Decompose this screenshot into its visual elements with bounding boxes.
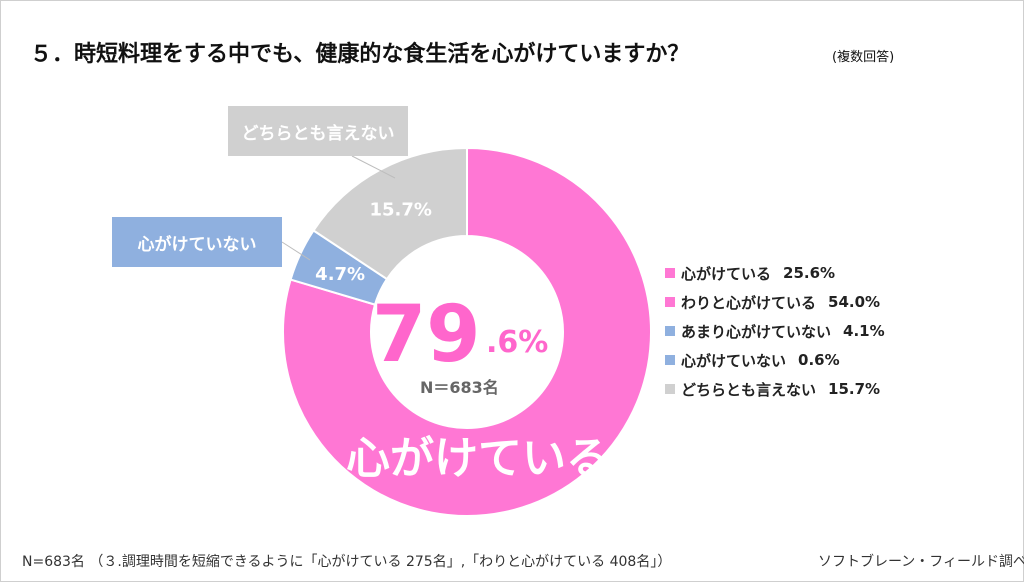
legend-label: あまり心がけていない bbox=[681, 322, 832, 341]
callout-neither: どちらとも言えない bbox=[228, 106, 408, 156]
legend-label: 心がけている bbox=[681, 264, 772, 283]
slice-value-label: 15.7% bbox=[369, 200, 431, 221]
center-sample-size: N＝683名 bbox=[420, 378, 499, 397]
footer-source: ソフトブレーン・フィールド調べ bbox=[818, 554, 1024, 570]
center-percent-decimal: .6% bbox=[486, 325, 549, 360]
center-percent-integer: 79 bbox=[372, 290, 481, 380]
callout-not: 心がけていない bbox=[112, 217, 282, 267]
chart-title: ５．時短料理をする中でも、健康的な食生活を心がけていますか？ bbox=[30, 42, 690, 67]
legend-label: どちらとも言えない bbox=[681, 380, 817, 399]
multiple-answer-note: (複数回答) bbox=[832, 50, 895, 65]
legend-item: どちらとも言えない 15.7% bbox=[665, 378, 885, 400]
legend-value: 0.6% bbox=[798, 351, 840, 369]
legend-value: 25.6% bbox=[783, 264, 836, 282]
legend-label: わりと心がけている bbox=[681, 293, 817, 312]
donut-slice bbox=[282, 146, 652, 517]
legend-swatch bbox=[665, 268, 675, 278]
legend: 心がけている 25.6% わりと心がけている 54.0% あまり心がけていない … bbox=[665, 262, 885, 407]
slice-value-label: 4.7% bbox=[315, 264, 365, 285]
callout-leader-line bbox=[281, 241, 311, 261]
legend-item: 心がけている 25.6% bbox=[665, 262, 885, 284]
callout-leader-line bbox=[351, 155, 396, 179]
legend-value: 54.0% bbox=[828, 293, 881, 311]
legend-swatch bbox=[665, 355, 675, 365]
legend-item: わりと心がけている 54.0% bbox=[665, 291, 885, 313]
legend-swatch bbox=[665, 297, 675, 307]
legend-swatch bbox=[665, 326, 675, 336]
legend-value: 4.1% bbox=[843, 322, 885, 340]
legend-item: 心がけていない 0.6% bbox=[665, 349, 885, 371]
legend-item: あまり心がけていない 4.1% bbox=[665, 320, 885, 342]
footer-note: N=683名 （３.調理時間を短縮できるように「心がけている 275名」,「わり… bbox=[22, 554, 672, 570]
legend-swatch bbox=[665, 384, 675, 394]
legend-value: 15.7% bbox=[828, 380, 881, 398]
legend-label: 心がけていない bbox=[681, 351, 787, 370]
center-category-label: 心がけている bbox=[346, 433, 610, 484]
donut-slice bbox=[312, 146, 468, 281]
